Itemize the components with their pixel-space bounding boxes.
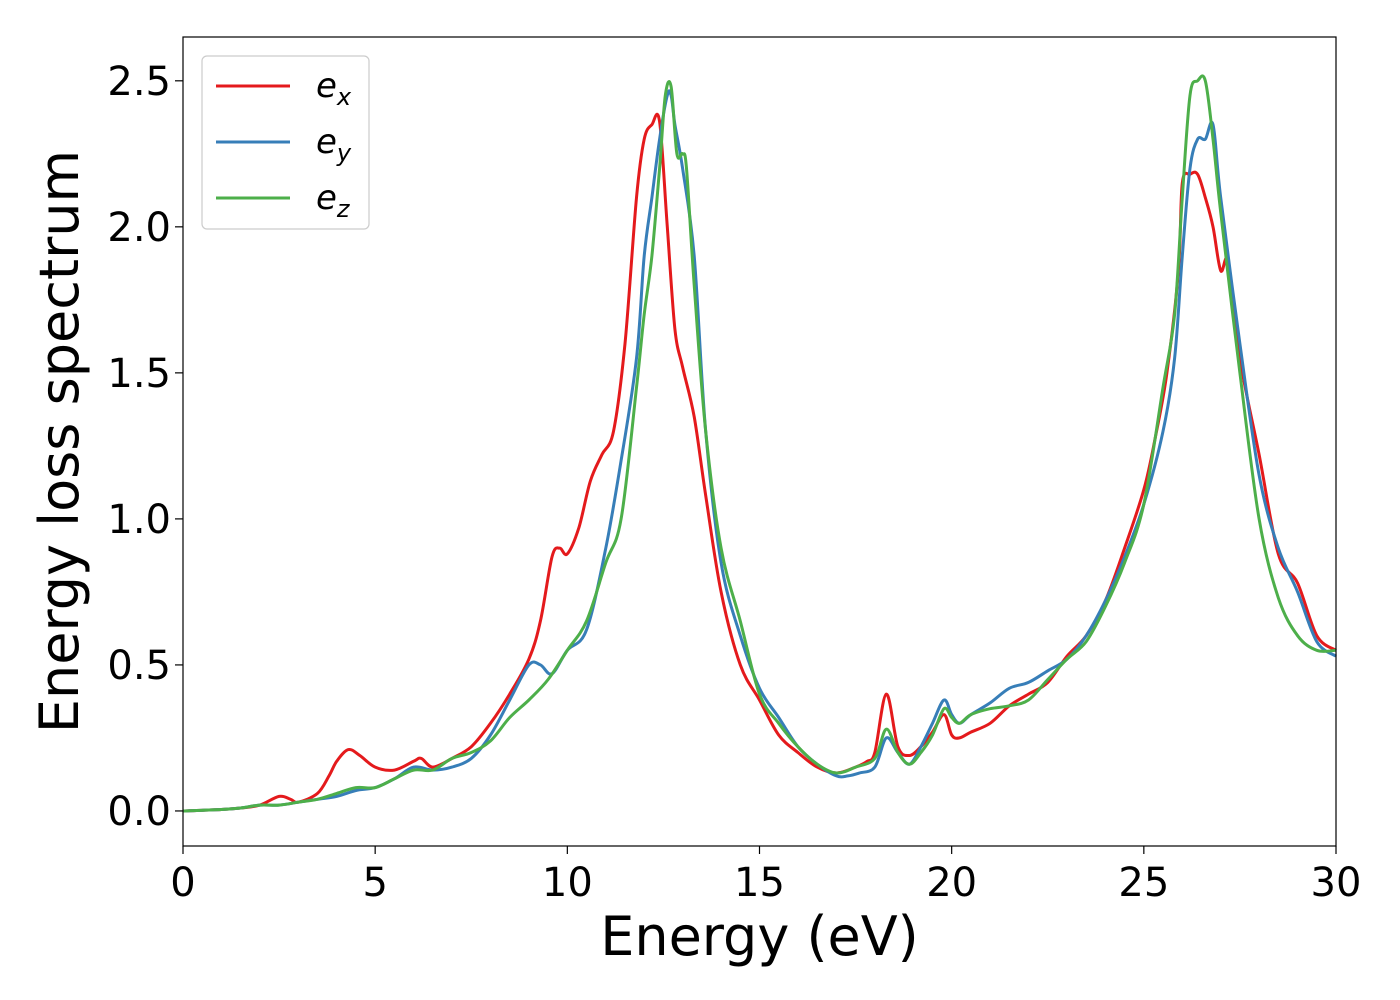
x-tick-label: 10 <box>542 860 593 906</box>
x-axis-label: Energy (eV) <box>600 905 919 968</box>
legend-label: ex <box>316 66 352 111</box>
y-tick-label: 1.0 <box>107 497 171 543</box>
series-line-ez <box>182 74 1337 813</box>
y-tick-label: 1.5 <box>107 351 171 397</box>
y-tick-label: 0.5 <box>107 643 171 689</box>
x-tick-label: 15 <box>734 860 785 906</box>
legend-label: ez <box>316 178 351 223</box>
x-tick-label: 30 <box>1311 860 1362 906</box>
x-tick-label: 5 <box>362 860 387 906</box>
y-tick-label: 2.0 <box>107 205 171 251</box>
series-lines <box>182 74 1337 813</box>
x-tick-label: 0 <box>170 860 195 906</box>
legend-label: ey <box>316 122 352 167</box>
plot-frame <box>182 36 1337 847</box>
y-tick-label: 2.5 <box>107 59 171 105</box>
series-line-ey <box>182 89 1337 813</box>
x-tick-label: 25 <box>1118 860 1169 906</box>
y-tick-label: 0.0 <box>107 789 171 835</box>
x-tick-label: 20 <box>926 860 977 906</box>
y-axis-label: Energy loss spectrum <box>28 150 91 733</box>
axis-ticks: 0 5 10 15 20 25 30 0.0 0.5 1.0 1.5 2.0 2.5 <box>107 59 1361 906</box>
legend: ex ey ez <box>201 55 370 230</box>
